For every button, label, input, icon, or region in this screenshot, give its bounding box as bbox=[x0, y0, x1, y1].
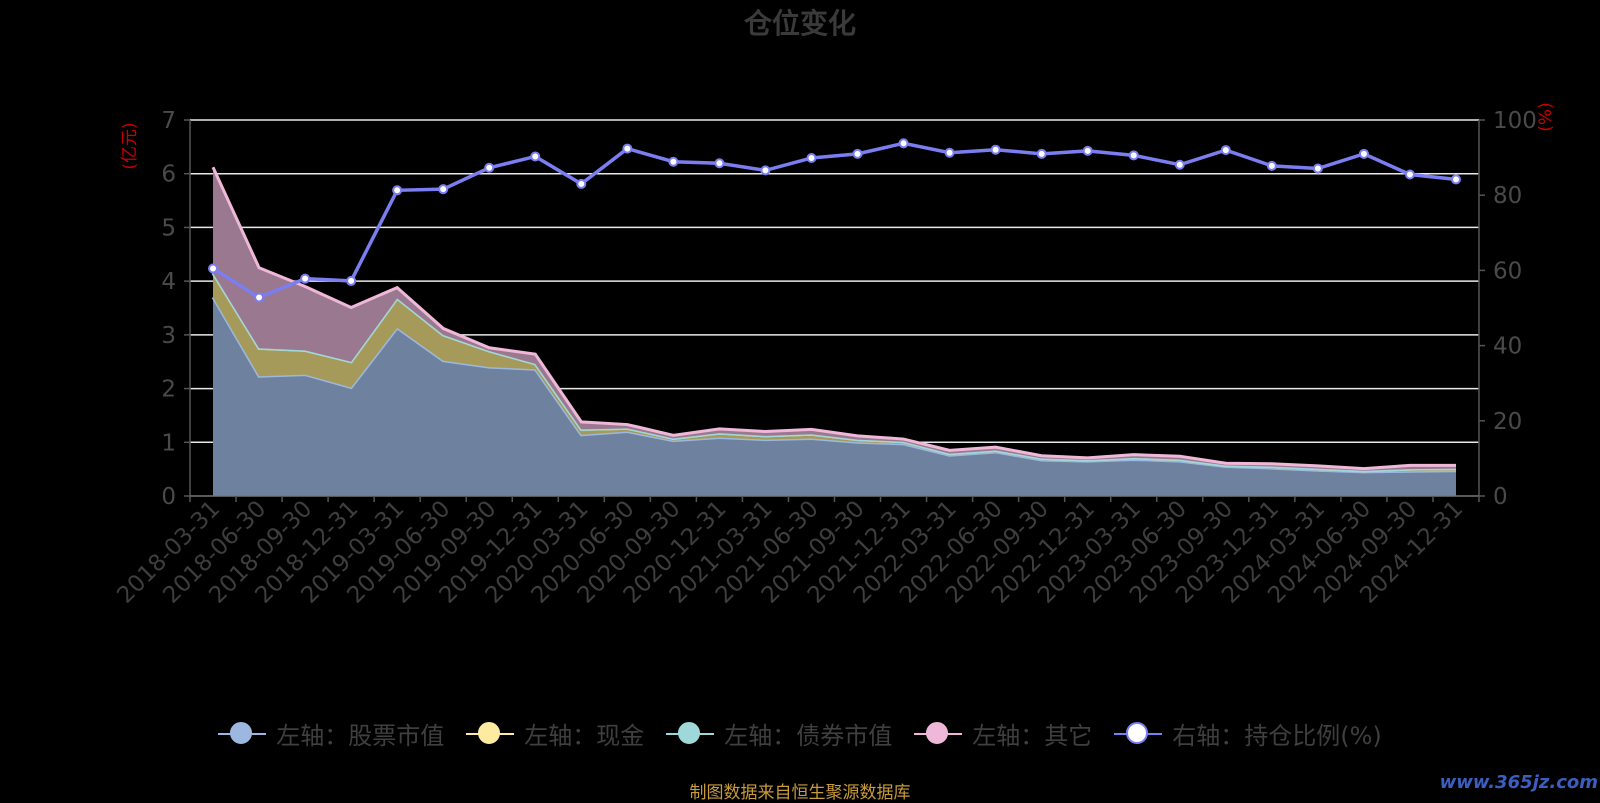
ratio-point bbox=[668, 156, 679, 167]
ratio-point bbox=[1220, 145, 1231, 156]
ratio-point bbox=[300, 273, 311, 284]
ratio-point bbox=[622, 143, 633, 154]
ratio-point bbox=[944, 147, 955, 158]
ratio-point bbox=[1082, 145, 1093, 156]
ratio-point bbox=[714, 158, 725, 169]
ratio-point bbox=[1404, 169, 1415, 180]
area-edge bbox=[211, 166, 1456, 471]
data-source-note: 制图数据来自恒生聚源数据库 bbox=[689, 783, 911, 803]
left-tick-label: 3 bbox=[161, 323, 176, 349]
ratio-line bbox=[208, 138, 1461, 303]
watermark-logo: www.365jz.com bbox=[1439, 772, 1598, 793]
ratio-point bbox=[484, 162, 495, 173]
right-tick-label: 40 bbox=[1493, 334, 1522, 360]
left-tick-label: 4 bbox=[161, 269, 176, 295]
ratio-point bbox=[898, 138, 909, 149]
legend-item[interactable]: 左轴：现金 bbox=[466, 716, 644, 751]
ratio-point bbox=[760, 165, 771, 176]
ratio-point bbox=[990, 144, 1001, 155]
legend-item[interactable]: 左轴：债券市值 bbox=[666, 716, 892, 751]
legend-item[interactable]: 左轴：股票市值 bbox=[218, 716, 444, 751]
legend-label: 右轴：持仓比例(%) bbox=[1172, 722, 1382, 750]
ratio-point bbox=[346, 275, 357, 286]
ratio-point bbox=[438, 184, 449, 195]
right-tick-label: 0 bbox=[1493, 484, 1508, 510]
legend-label: 左轴：股票市值 bbox=[276, 722, 445, 750]
ratio-point bbox=[1128, 150, 1139, 161]
left-axis-label: (亿元) bbox=[120, 122, 140, 169]
stacked-areas bbox=[211, 166, 1456, 496]
legend-symbol-icon bbox=[466, 721, 515, 747]
legend-item[interactable]: 左轴：其它 bbox=[914, 716, 1092, 751]
left-tick-label: 1 bbox=[161, 430, 176, 456]
ratio-point bbox=[1312, 163, 1323, 174]
left-tick-label: 5 bbox=[161, 215, 176, 241]
ratio-point bbox=[1036, 148, 1047, 159]
ratio-point bbox=[852, 148, 863, 159]
legend-symbol-icon bbox=[666, 721, 715, 747]
legend-label: 左轴：债券市值 bbox=[724, 722, 893, 750]
ratio-point bbox=[806, 152, 817, 163]
ratio-point bbox=[530, 151, 541, 162]
right-tick-label: 60 bbox=[1493, 258, 1522, 284]
ratio-point bbox=[1358, 148, 1369, 159]
ratio-point bbox=[1450, 174, 1461, 185]
legend-symbol-icon bbox=[218, 721, 267, 747]
ratio-point bbox=[576, 178, 587, 189]
left-tick-label: 0 bbox=[161, 484, 176, 510]
legend: 左轴：股票市值 左轴：现金 左轴：债券市值 左轴：其它 右轴：持仓比例(%) bbox=[0, 716, 1600, 751]
right-tick-label: 80 bbox=[1493, 183, 1522, 209]
ratio-point bbox=[1174, 159, 1185, 170]
left-tick-label: 6 bbox=[161, 162, 176, 188]
legend-symbol-icon bbox=[914, 721, 963, 747]
legend-label: 左轴：现金 bbox=[524, 722, 645, 750]
axes: 012345670204060801002018-03-312018-06-30… bbox=[112, 108, 1537, 609]
right-tick-label: 20 bbox=[1493, 409, 1522, 435]
left-tick-label: 7 bbox=[161, 108, 176, 134]
legend-label: 左轴：其它 bbox=[972, 722, 1093, 750]
left-tick-label: 2 bbox=[161, 377, 176, 403]
chart-title: 仓位变化 bbox=[743, 7, 856, 40]
right-axis-label: (%) bbox=[1536, 102, 1556, 131]
legend-item[interactable]: 右轴：持仓比例(%) bbox=[1114, 716, 1382, 751]
ratio-point bbox=[208, 263, 219, 274]
right-tick-label: 100 bbox=[1493, 108, 1537, 134]
ratio-point bbox=[254, 292, 265, 303]
area-#9db8e0 bbox=[213, 297, 1456, 496]
ratio-point bbox=[392, 185, 403, 196]
ratio-point bbox=[1266, 160, 1277, 171]
ratio-series-line bbox=[212, 141, 1457, 300]
legend-symbol-icon bbox=[1114, 721, 1163, 747]
